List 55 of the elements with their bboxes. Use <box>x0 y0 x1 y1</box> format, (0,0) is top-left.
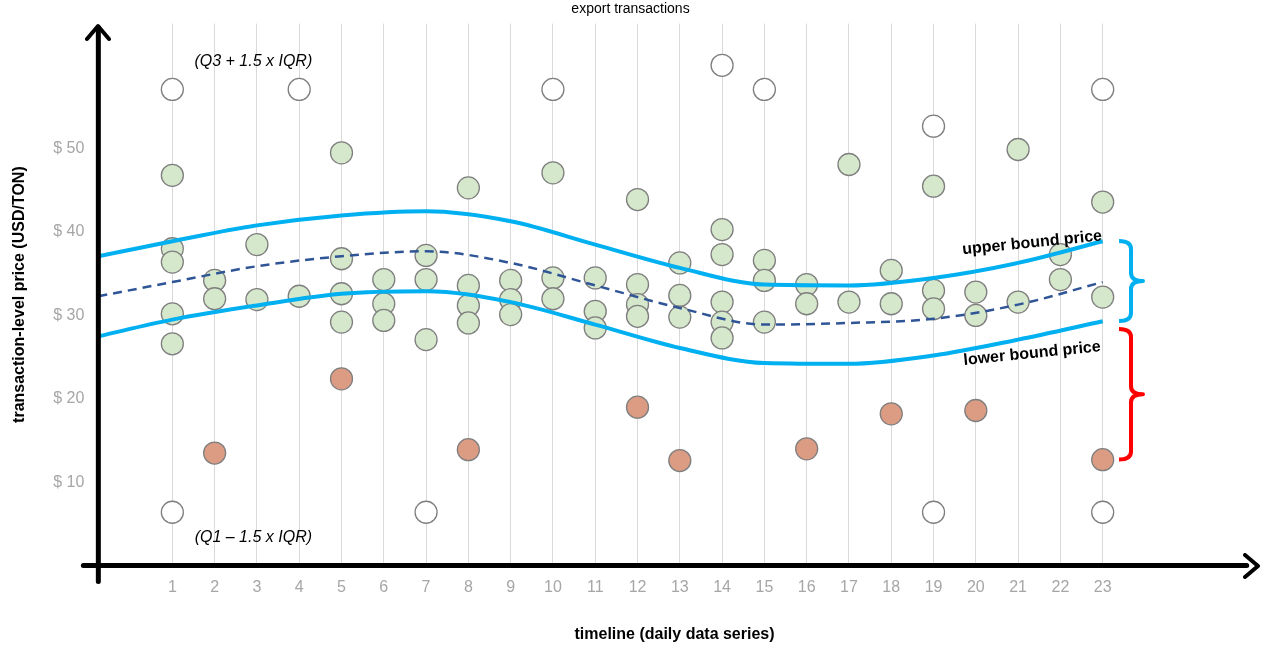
x-tick-label: 6 <box>379 577 389 595</box>
x-tick-label: 10 <box>544 577 562 595</box>
x-tick-label: 5 <box>337 577 347 595</box>
x-tick-label: 18 <box>882 577 901 595</box>
x-tick-label: 23 <box>1093 577 1112 595</box>
x-axis-title: timeline (daily data series) <box>574 624 775 642</box>
y-tick-label: $ 20 <box>53 389 85 407</box>
x-tick-label: 3 <box>252 577 262 595</box>
point <box>625 395 650 419</box>
y-axis-title: transaction-level price (USD/TON) <box>10 166 28 423</box>
chart-title: export transactions <box>571 0 690 17</box>
point <box>668 448 692 473</box>
point <box>921 114 946 138</box>
point <box>1091 500 1115 524</box>
point <box>964 398 988 423</box>
point <box>160 500 184 524</box>
y-tick-label: $ 50 <box>53 139 85 157</box>
annotation: (Q3 + 1.5 x IQR) <box>194 52 313 70</box>
point <box>1091 448 1115 472</box>
y-tick-label: $ 40 <box>53 222 85 240</box>
x-tick-label: 9 <box>506 577 516 595</box>
x-tick-label: 15 <box>755 577 774 595</box>
point <box>202 441 227 465</box>
x-tick-label: 17 <box>840 577 858 595</box>
x-tick-label: 16 <box>797 577 816 595</box>
point <box>160 77 184 102</box>
point <box>541 77 565 102</box>
point <box>1091 77 1115 102</box>
x-tick-label: 19 <box>924 577 943 595</box>
x-tick-label: 4 <box>294 577 304 595</box>
point <box>752 77 777 102</box>
y-tick-label: $ 10 <box>53 472 85 490</box>
point <box>879 402 903 426</box>
x-tick-label: 1 <box>167 577 177 595</box>
x-tick-label: 14 <box>713 577 732 595</box>
x-tick-label: 12 <box>628 577 647 595</box>
x-tick-label: 7 <box>421 577 431 595</box>
x-tick-label: 22 <box>1051 577 1070 595</box>
y-tick-label: $ 30 <box>53 305 85 323</box>
point <box>795 437 819 461</box>
x-tick-label: 21 <box>1009 577 1028 595</box>
x-tick-label: 20 <box>966 577 985 595</box>
annotation: upper bound price <box>961 226 1103 258</box>
annotation: (Q1 – 1.5 x IQR) <box>194 528 313 546</box>
annotation: lower bound price <box>962 337 1102 368</box>
point <box>287 77 311 102</box>
point <box>921 500 946 524</box>
point <box>414 500 438 524</box>
point <box>710 53 734 77</box>
x-tick-label: 2 <box>210 577 220 595</box>
point <box>329 367 354 391</box>
x-tick-label: 13 <box>670 577 689 595</box>
x-tick-label: 8 <box>463 577 473 595</box>
point <box>456 438 481 462</box>
x-tick-label: 11 <box>586 577 604 595</box>
